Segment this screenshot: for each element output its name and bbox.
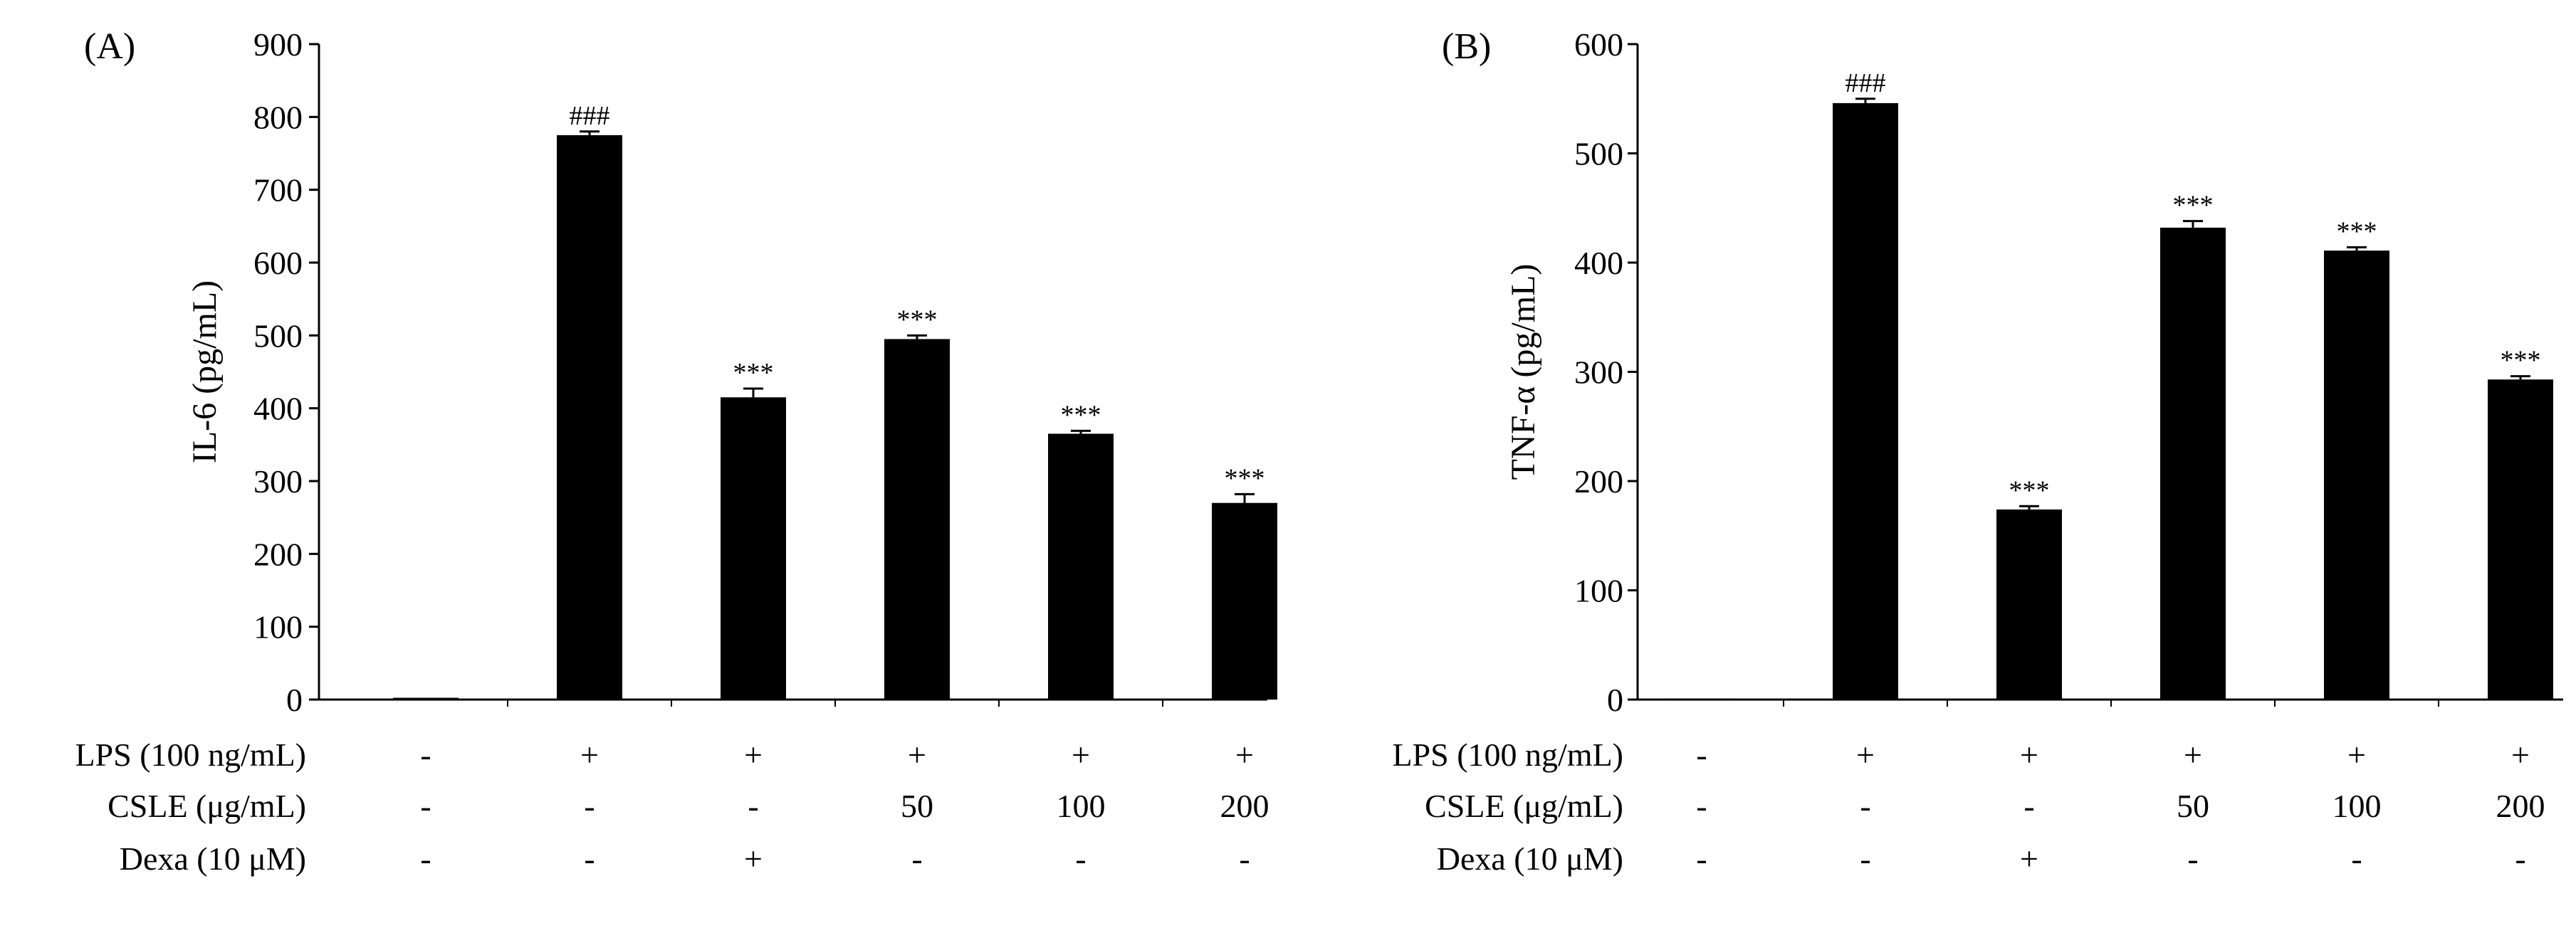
significance-label: *** [1225,463,1265,493]
treatment-label: Dexa (10 μM) [120,840,306,877]
y-tick-label: 100 [1574,573,1623,609]
treatment-value: - [1696,737,1707,773]
treatment-value: 100 [2332,788,2382,824]
y-tick-label: 0 [1607,682,1623,718]
panel-b: (B) 0 100 200 300 400 500 600 TNF-α (pg/mL) ### **… [1392,26,2563,877]
treatment-value: - [2351,840,2362,877]
treatment-value: 200 [1220,788,1269,824]
bar [557,135,622,700]
treatment-value: + [1856,737,1875,773]
treatment-value: - [911,840,922,877]
treatment-value: 100 [1057,788,1106,824]
treatment-value: + [744,737,763,773]
treatment-value: + [744,840,763,877]
significance-label: *** [2337,217,2377,247]
treatment-value: - [1860,788,1870,824]
treatment-value: - [420,840,431,877]
treatment-value: + [1235,737,1254,773]
y-tick-label: 200 [1574,463,1623,500]
panel-label: (A) [84,26,135,67]
treatment-value: - [1860,840,1870,877]
treatment-value: + [2020,840,2038,877]
bar [884,339,950,700]
y-tick-label: 300 [1574,354,1623,391]
bar [1669,698,1734,700]
treatment-value: - [1696,840,1707,877]
treatment-value: - [420,788,431,824]
bar [1996,509,2062,700]
treatment-value: - [748,788,758,824]
bar [721,397,786,700]
significance-label: *** [897,305,938,334]
y-tick-label: 0 [286,682,303,718]
bar [2160,227,2226,700]
treatment-value: - [2023,788,2034,824]
y-tick-label: 700 [253,172,303,209]
y-tick-label: 500 [253,317,303,354]
bar [1048,433,1114,700]
treatment-label: CSLE (μg/mL) [108,788,306,824]
significance-label: *** [2501,346,2541,376]
treatment-label: Dexa (10 μM) [1437,840,1623,877]
treatment-value: - [2187,840,2198,877]
y-tick-label: 600 [253,245,303,281]
panel-a: (A) 0 100 200 300 400 500 600 700 800 900 IL-6 (pg/… [75,26,1277,877]
significance-label: ### [570,101,610,131]
treatment-label: CSLE (μg/mL) [1425,788,1623,824]
treatment-value: - [1696,788,1707,824]
y-axis-title: IL-6 (pg/mL) [186,280,224,463]
y-tick-label: 100 [253,609,303,645]
y-tick-label: 800 [253,99,303,135]
treatment-value: + [2020,737,2038,773]
treatment-value: - [584,788,595,824]
y-tick-label: 400 [253,391,303,427]
y-tick-label: 600 [1574,26,1623,63]
y-tick-label: 500 [1574,136,1623,172]
significance-label: *** [733,358,774,388]
y-axis-title: TNF-α (pg/mL) [1504,264,1542,480]
y-tick-label: 200 [253,536,303,572]
y-tick-label: 900 [253,26,303,63]
treatment-value: 50 [901,788,933,824]
treatment-value: 200 [2496,788,2545,824]
bar [2324,251,2389,700]
treatment-value: - [584,840,595,877]
bar [2488,379,2553,700]
treatment-value: + [908,737,926,773]
y-tick-label: 300 [253,463,303,500]
treatment-value: + [1072,737,1090,773]
treatment-value: + [2511,737,2530,773]
bar [1212,502,1277,700]
treatment-value: - [2515,840,2525,877]
treatment-value: + [2184,737,2202,773]
treatment-label: LPS (100 ng/mL) [1392,737,1623,773]
treatment-value: 50 [2177,788,2209,824]
significance-label: *** [1061,400,1101,430]
bar [1833,102,1898,700]
treatment-value: + [2347,737,2366,773]
treatment-value: - [1239,840,1250,877]
treatment-value: - [1075,840,1086,877]
y-tick-label: 400 [1574,245,1623,281]
treatment-value: + [580,737,599,773]
significance-label: *** [2173,191,2214,221]
significance-label: ### [1845,68,1886,98]
panel-label: (B) [1442,26,1491,67]
treatment-value: - [420,737,431,773]
treatment-label: LPS (100 ng/mL) [75,737,306,773]
significance-label: *** [2009,475,2050,505]
